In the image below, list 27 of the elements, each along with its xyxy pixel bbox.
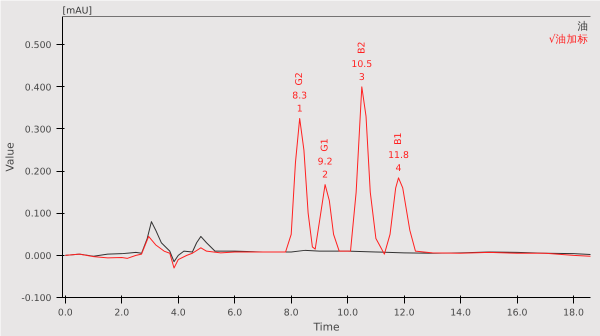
- y-tick-label: -0.100: [21, 293, 52, 304]
- x-tick-label: 8.0: [284, 308, 299, 318]
- y-tick-label: 0.300: [24, 124, 52, 136]
- x-tick-label: 16.0: [506, 308, 528, 318]
- x-tick-label: 12.0: [394, 308, 415, 318]
- text: √油加标: [548, 32, 589, 46]
- x-tick-label: 10.0: [337, 308, 358, 318]
- x-tick-label: 4.0: [170, 308, 186, 318]
- y-tick-label: 0.400: [24, 82, 52, 94]
- y-tick-label: 0.000: [24, 250, 52, 262]
- x-tick-label: 6.0: [227, 308, 242, 318]
- y-tick-label: 0.100: [24, 208, 52, 220]
- line-series: [64, 86, 590, 269]
- x-axis-title: Time: [312, 320, 340, 334]
- y-tick-label: 0.200: [24, 166, 52, 178]
- x-tick-label: 2.0: [114, 308, 130, 318]
- annotation: B2 10.5 3: [351, 42, 372, 83]
- annotation: G2 8.3 1: [292, 72, 308, 114]
- annotation: [mAU]: [62, 6, 92, 16]
- annotation: G1 9.2 2: [318, 138, 333, 181]
- x-tick-label: 18.0: [563, 308, 584, 318]
- text: 油: [578, 20, 588, 32]
- annotation: B1 11.8 4: [388, 132, 409, 174]
- x-tick-label: 14.0: [450, 308, 472, 318]
- y-tick-label: 0.500: [24, 40, 52, 52]
- y-axis-title: Value: [3, 142, 16, 172]
- x-tick-label: 0.0: [58, 308, 73, 318]
